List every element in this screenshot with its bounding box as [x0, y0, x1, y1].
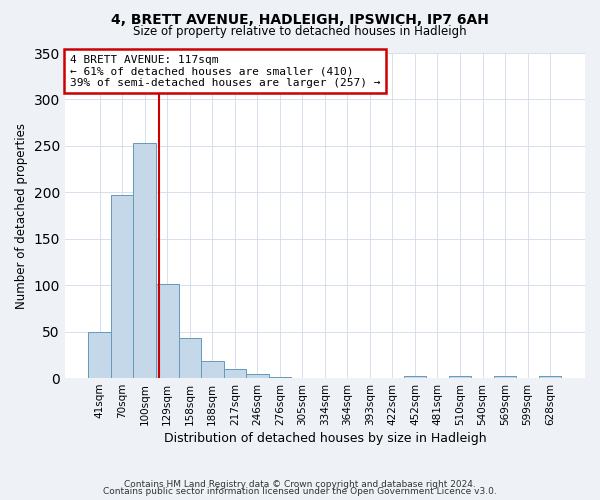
Bar: [133, 143, 156, 378]
X-axis label: Distribution of detached houses by size in Hadleigh: Distribution of detached houses by size …: [164, 432, 486, 445]
Text: Contains HM Land Registry data © Crown copyright and database right 2024.: Contains HM Land Registry data © Crown c…: [124, 480, 476, 489]
Bar: [494, 376, 517, 378]
Bar: [539, 376, 562, 378]
Text: Contains public sector information licensed under the Open Government Licence v3: Contains public sector information licen…: [103, 488, 497, 496]
Bar: [404, 376, 426, 378]
Bar: [449, 376, 471, 378]
Bar: [201, 362, 224, 378]
Bar: [88, 332, 111, 378]
Text: 4, BRETT AVENUE, HADLEIGH, IPSWICH, IP7 6AH: 4, BRETT AVENUE, HADLEIGH, IPSWICH, IP7 …: [111, 12, 489, 26]
Text: Size of property relative to detached houses in Hadleigh: Size of property relative to detached ho…: [133, 25, 467, 38]
Bar: [179, 338, 201, 378]
Y-axis label: Number of detached properties: Number of detached properties: [15, 122, 28, 308]
Bar: [269, 377, 291, 378]
Bar: [111, 195, 133, 378]
Text: 4 BRETT AVENUE: 117sqm
← 61% of detached houses are smaller (410)
39% of semi-de: 4 BRETT AVENUE: 117sqm ← 61% of detached…: [70, 54, 380, 88]
Bar: [224, 369, 246, 378]
Bar: [156, 284, 179, 378]
Bar: [246, 374, 269, 378]
